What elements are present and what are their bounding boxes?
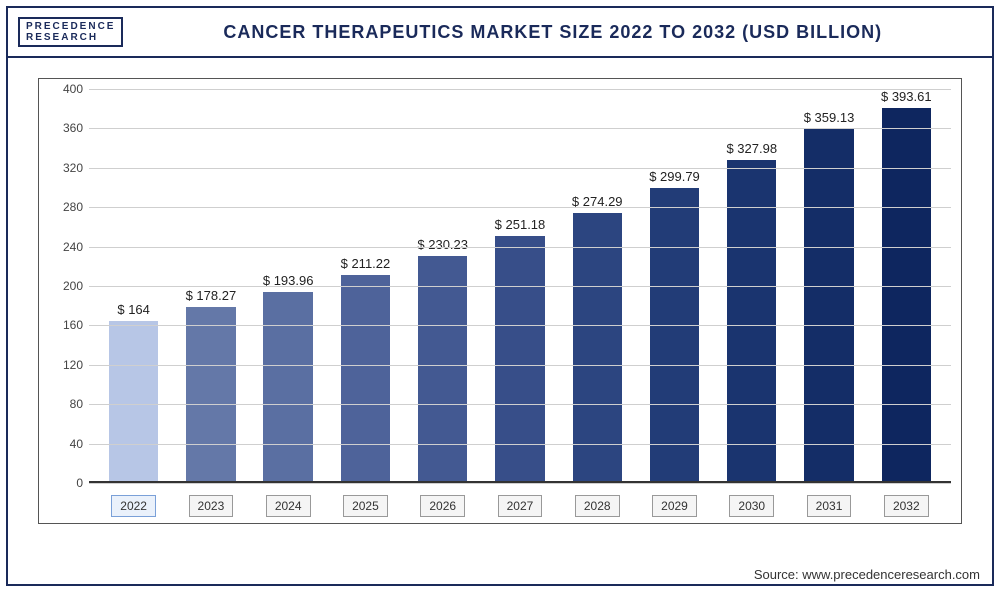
bar-rect [650, 188, 699, 483]
grid-line [89, 168, 951, 169]
x-label-cell: 2023 [172, 495, 249, 517]
grid-line [89, 89, 951, 90]
x-category-label: 2023 [189, 495, 234, 517]
y-tick-label: 0 [49, 476, 83, 490]
x-category-label: 2027 [498, 495, 543, 517]
x-label-cell: 2031 [790, 495, 867, 517]
bar-rect [341, 275, 390, 483]
x-label-cell: 2025 [327, 495, 404, 517]
y-tick-label: 200 [49, 279, 83, 293]
logo-line1: PRECEDENCE [26, 21, 115, 32]
y-tick-label: 360 [49, 121, 83, 135]
y-tick-label: 320 [49, 161, 83, 175]
logo: PRECEDENCE RESEARCH [18, 17, 123, 47]
x-label-cell: 2024 [250, 495, 327, 517]
grid-line [89, 325, 951, 326]
bar-value-label: $ 178.27 [186, 288, 237, 303]
chart-area: $ 164$ 178.27$ 193.96$ 211.22$ 230.23$ 2… [38, 78, 962, 524]
grid-line [89, 128, 951, 129]
x-label-cell: 2032 [868, 495, 945, 517]
bar-rect [727, 160, 776, 483]
x-label-cell: 2028 [559, 495, 636, 517]
x-category-label: 2029 [652, 495, 697, 517]
bar-rect [263, 292, 312, 483]
bar-rect [573, 213, 622, 483]
grid-line [89, 247, 951, 248]
bar-value-label: $ 164 [117, 302, 150, 317]
x-category-label: 2028 [575, 495, 620, 517]
bar-value-label: $ 211.22 [341, 256, 391, 271]
chart-frame: PRECEDENCE RESEARCH CANCER THERAPEUTICS … [6, 6, 994, 586]
y-tick-label: 160 [49, 318, 83, 332]
bar-value-label: $ 327.98 [726, 141, 777, 156]
logo-line2: RESEARCH [26, 32, 115, 43]
grid-line [89, 444, 951, 445]
x-category-label: 2024 [266, 495, 311, 517]
grid-line [89, 207, 951, 208]
y-tick-label: 80 [49, 397, 83, 411]
header: PRECEDENCE RESEARCH CANCER THERAPEUTICS … [8, 8, 992, 58]
chart-title: CANCER THERAPEUTICS MARKET SIZE 2022 TO … [123, 22, 982, 43]
bar-rect [418, 256, 467, 483]
bar-rect [495, 236, 544, 483]
grid-line [89, 365, 951, 366]
bar-value-label: $ 230.23 [417, 237, 468, 252]
x-category-label: 2032 [884, 495, 929, 517]
x-label-cell: 2029 [636, 495, 713, 517]
x-label-cell: 2030 [713, 495, 790, 517]
x-category-label: 2022 [111, 495, 156, 517]
y-tick-label: 120 [49, 358, 83, 372]
bar-value-label: $ 359.13 [804, 110, 855, 125]
grid-line [89, 483, 951, 484]
x-labels: 2022 2023 2024 2025 2026 2027 2028 2029 2030 2031… [89, 495, 951, 517]
x-category-label: 2031 [807, 495, 852, 517]
y-tick-label: 40 [49, 437, 83, 451]
plot-area: $ 164$ 178.27$ 193.96$ 211.22$ 230.23$ 2… [89, 89, 951, 483]
source-attribution: Source: www.precedenceresearch.com [754, 567, 980, 582]
bar-rect [109, 321, 158, 483]
y-tick-label: 400 [49, 82, 83, 96]
bar-value-label: $ 299.79 [649, 169, 700, 184]
y-tick-label: 280 [49, 200, 83, 214]
x-label-cell: 2026 [404, 495, 481, 517]
x-category-label: 2030 [729, 495, 774, 517]
bar-rect [804, 129, 853, 483]
x-label-cell: 2022 [95, 495, 172, 517]
bar-value-label: $ 393.61 [881, 89, 932, 104]
grid-line [89, 404, 951, 405]
x-label-cell: 2027 [481, 495, 558, 517]
x-category-label: 2026 [420, 495, 465, 517]
bar-rect [186, 307, 235, 483]
x-category-label: 2025 [343, 495, 388, 517]
bar-value-label: $ 251.18 [495, 217, 546, 232]
y-tick-label: 240 [49, 240, 83, 254]
bar-rect [882, 108, 931, 483]
grid-line [89, 286, 951, 287]
